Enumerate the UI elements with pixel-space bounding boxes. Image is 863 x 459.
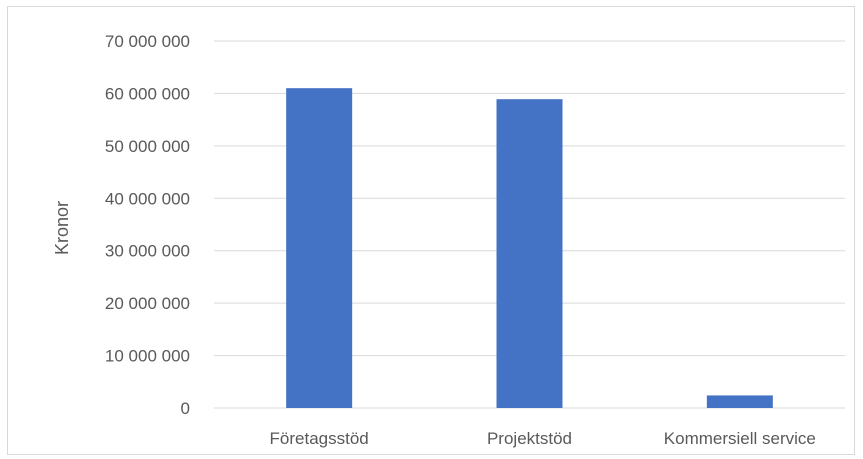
y-tick-label: 60 000 000 [105,84,190,103]
y-tick-label: 0 [181,399,190,418]
chart-frame [7,6,855,455]
y-tick-label: 50 000 000 [105,137,190,156]
y-tick-label: 10 000 000 [105,347,190,366]
y-tick-label: 40 000 000 [105,189,190,208]
x-axis-tick-labels: Företagsstöd Projektstöd Kommersiell servi… [270,429,816,448]
x-tick-label: Projektstöd [487,429,572,448]
y-axis-tick-labels: 0 10 000 000 20 000 000 30 000 000 40 000 00… [105,32,190,418]
bar [496,99,563,409]
x-tick-label: Kommersiell service [664,429,816,448]
bar [286,88,353,408]
y-tick-label: 70 000 000 [105,32,190,51]
y-tick-label: 30 000 000 [105,242,190,261]
bars [286,88,773,409]
bar [706,395,773,408]
y-tick-label: 20 000 000 [105,294,190,313]
x-tick-label: Företagsstöd [270,429,369,448]
y-axis-title: Kronor [52,201,72,255]
